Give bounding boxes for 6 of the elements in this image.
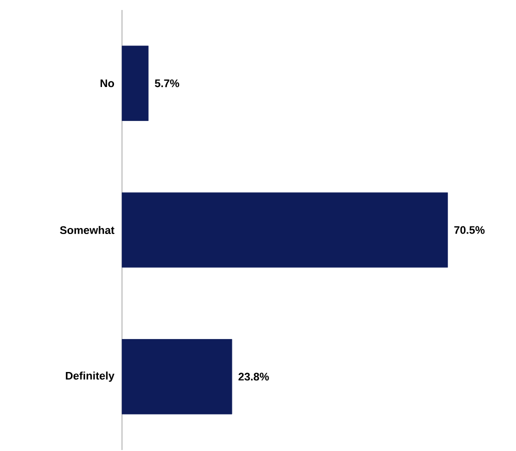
y-tick-label: Definitely — [66, 372, 114, 382]
data-label: 5.7% — [154, 79, 180, 88]
data-label: 70.5% — [454, 226, 485, 234]
y-tick-label: Somewhat — [60, 226, 114, 234]
y-tick-label: No — [100, 80, 114, 88]
data-label: 23.8% — [238, 372, 269, 381]
